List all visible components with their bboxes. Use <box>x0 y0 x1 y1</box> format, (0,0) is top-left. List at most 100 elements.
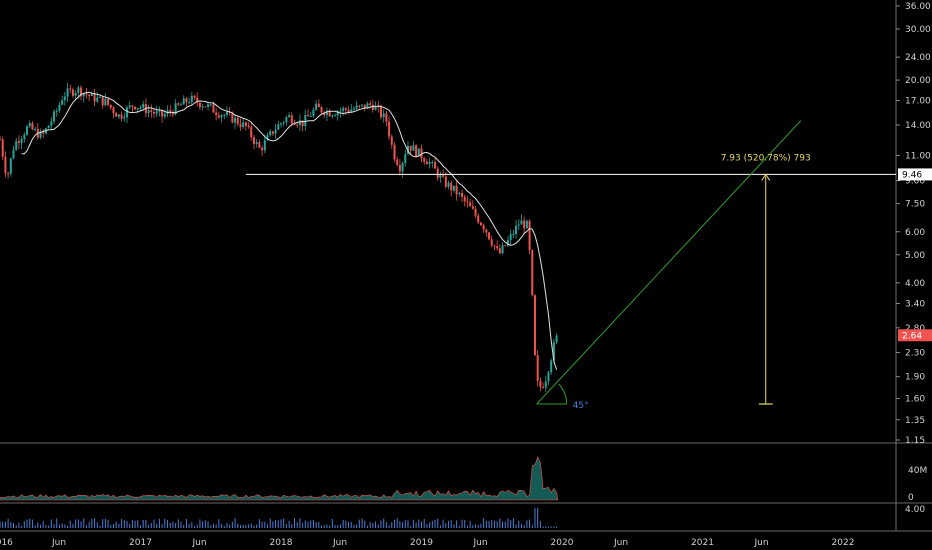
time-tick-label: 2022 <box>832 538 855 548</box>
candle-body <box>139 107 142 109</box>
candle-body <box>258 142 261 148</box>
candle-body <box>77 87 80 93</box>
candle-body <box>109 104 112 108</box>
indicator-bar <box>461 519 463 528</box>
indicator-bar <box>88 522 90 528</box>
candle-body <box>531 249 534 296</box>
indicator-bar <box>218 519 220 528</box>
candle-body <box>112 107 115 114</box>
indicator-bar <box>337 525 339 528</box>
indicator-bar <box>385 522 387 528</box>
time-axis[interactable]: 2016 Jun 2017 Jun 2018 Jun 2019 Jun 2020 Jun 2021 J… <box>0 538 854 548</box>
candle-body <box>39 131 42 138</box>
candle-body <box>398 165 401 172</box>
candle-body <box>120 114 123 119</box>
candle-body <box>277 124 280 130</box>
time-tick-label: 2017 <box>129 538 152 548</box>
indicator-bar <box>258 519 260 528</box>
candle-body <box>20 138 23 143</box>
indicator-bar <box>110 524 112 528</box>
indicator-bar <box>229 524 231 528</box>
indicator-bar <box>285 524 287 528</box>
indicator-bar <box>237 523 239 528</box>
candle-body <box>525 220 528 229</box>
indicator-bar <box>102 519 104 528</box>
candle-body <box>555 335 558 343</box>
candle-body <box>12 149 15 159</box>
candle-body <box>242 122 245 127</box>
candle-body <box>434 162 437 169</box>
candle-body <box>488 232 491 240</box>
indicator-bar <box>10 522 12 528</box>
indicator-bar <box>518 520 520 528</box>
candle-body <box>544 381 547 388</box>
price-tick-label: 24.00 <box>905 53 931 63</box>
candle-body <box>317 103 320 108</box>
candle-body <box>455 185 458 195</box>
candle-body <box>363 104 366 109</box>
candle-body <box>90 93 93 97</box>
indicator-bar <box>364 520 366 528</box>
indicator-bar <box>277 520 279 528</box>
indicator-bar <box>215 524 217 528</box>
candle-body <box>428 162 431 165</box>
candle-body <box>452 185 455 191</box>
indicator-bar <box>37 522 39 528</box>
candle-body <box>344 108 347 110</box>
indicator-bar <box>188 524 190 528</box>
candle-body <box>252 137 255 144</box>
candlestick-series <box>0 82 558 392</box>
candle-body <box>390 136 393 145</box>
indicator-bar <box>348 522 350 528</box>
candle-body <box>98 96 101 98</box>
candle-body <box>498 248 501 254</box>
candle-body <box>82 93 85 97</box>
price-tick-label: 1.60 <box>905 394 925 404</box>
indicator-bar <box>226 523 228 528</box>
angle-arc <box>558 383 568 405</box>
candle-body <box>504 245 507 247</box>
drawing-overlays[interactable]: 45° 7.93 (520.78%) 793 <box>245 120 896 411</box>
indicator-bar <box>123 520 125 528</box>
indicator-bar <box>72 523 74 528</box>
candle-body <box>150 110 153 112</box>
indicator-bar <box>112 524 114 528</box>
candle-body <box>374 106 377 110</box>
price-tick-label: 36.00 <box>905 2 931 12</box>
time-tick-label: Jun <box>332 538 347 548</box>
indicator-bar <box>185 518 187 528</box>
indicator-bar <box>140 525 141 528</box>
candle-body <box>528 220 531 250</box>
indicator-bar <box>515 524 517 528</box>
candle-body <box>131 105 134 107</box>
candle-body <box>396 159 399 166</box>
candle-body <box>263 140 266 151</box>
indicator-bar <box>118 523 120 528</box>
price-axis[interactable]: 36.00 30.00 24.00 20.00 17.00 14.00 11.00 9.00 7… <box>896 2 931 515</box>
indicator-bar <box>45 525 47 528</box>
indicator-bar <box>150 522 152 528</box>
candle-body <box>366 103 369 109</box>
indicator-bar <box>448 520 450 528</box>
candle-body <box>423 158 426 162</box>
candle-body <box>236 117 239 125</box>
indicator-bar <box>18 522 20 528</box>
candle-body <box>212 104 215 113</box>
candle-body <box>533 295 536 356</box>
indicator-bar <box>299 518 301 528</box>
candle-body <box>163 113 166 117</box>
indicator-bar <box>431 520 433 528</box>
indicator-bar <box>426 524 428 528</box>
candle-body <box>50 121 53 126</box>
candle-body <box>261 147 264 151</box>
indicator-bar <box>175 523 177 528</box>
level-price-tag <box>898 168 932 181</box>
indicator-bar <box>137 520 139 528</box>
indicator-bar <box>42 521 44 528</box>
candle-body <box>339 110 342 112</box>
candle-body <box>1 139 4 157</box>
candle-body <box>193 95 196 98</box>
candle-body <box>231 112 234 123</box>
candle-body <box>63 96 66 101</box>
